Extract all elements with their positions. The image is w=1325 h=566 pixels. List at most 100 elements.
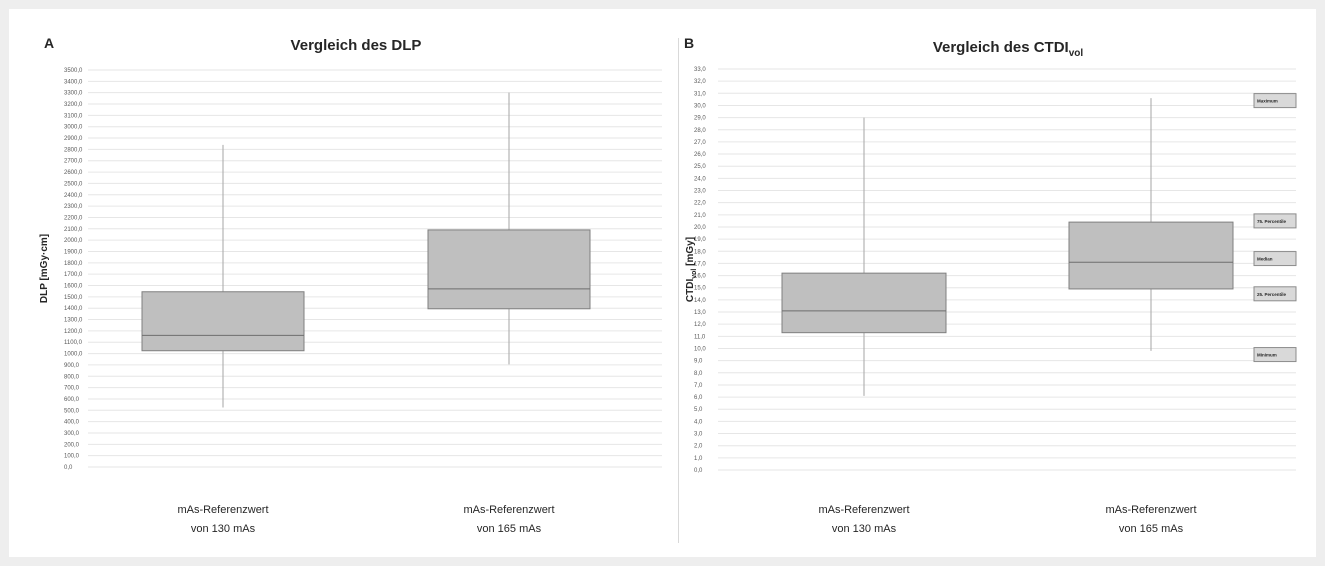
y-tick-label: 1,0 [694, 456, 703, 462]
x-category-label-line2: von 165 mAs [1119, 523, 1184, 535]
legend-label: 75. Percentile [1257, 219, 1287, 224]
y-tick-label: 1800,0 [64, 261, 83, 267]
y-tick-label: 200,0 [64, 442, 80, 448]
chart-title: Vergleich des CTDIvol [933, 39, 1084, 59]
y-tick-label: 2200,0 [64, 215, 83, 221]
chart-title-subscript: vol [1069, 48, 1084, 59]
y-tick-label: 300,0 [64, 431, 80, 437]
y-tick-label: 10,0 [694, 346, 706, 352]
y-tick-label: 20,0 [694, 225, 706, 231]
y-axis-label-text: CTDI [685, 279, 696, 303]
y-tick-label: 23,0 [694, 189, 706, 195]
box-iqr [141, 291, 305, 352]
y-tick-label: 2000,0 [64, 238, 83, 244]
y-tick-label: 3500,0 [64, 68, 83, 74]
y-tick-label: 0,0 [694, 468, 703, 474]
chart-title: Vergleich des DLP [291, 37, 422, 54]
x-category-label-line1: mAs-Referenzwert [177, 504, 268, 516]
chart-title-text: Vergleich des DLP [291, 37, 422, 54]
y-tick-label: 11,0 [694, 334, 706, 340]
legend-label: 25. Percentile [1257, 292, 1287, 297]
y-tick-label: 21,0 [694, 213, 706, 219]
y-tick-label: 2600,0 [64, 170, 83, 176]
y-tick-label: 0,0 [64, 465, 73, 471]
y-tick-label: 18,0 [694, 249, 706, 255]
y-tick-label: 12,0 [694, 322, 706, 328]
legend-label: Median [1257, 257, 1273, 262]
y-tick-label: 33,0 [694, 67, 706, 73]
y-tick-label: 25,0 [694, 164, 706, 170]
y-axis-label-subscript: vol [691, 269, 698, 279]
y-tick-label: 31,0 [694, 91, 706, 97]
y-tick-label: 17,0 [694, 261, 706, 267]
x-category-label-line1: mAs-Referenzwert [463, 504, 554, 516]
y-tick-label: 9,0 [694, 359, 703, 365]
y-tick-label: 5,0 [694, 407, 703, 413]
y-tick-label: 500,0 [64, 408, 80, 414]
y-tick-label: 19,0 [694, 237, 706, 243]
legend-label: Minimum [1257, 353, 1277, 358]
box-iqr [427, 229, 591, 310]
y-tick-label: 3300,0 [64, 91, 83, 97]
y-tick-label: 29,0 [694, 116, 706, 122]
y-tick-label: 14,0 [694, 298, 706, 304]
y-tick-label: 2400,0 [64, 193, 83, 199]
y-tick-label: 26,0 [694, 152, 706, 158]
y-tick-label: 7,0 [694, 383, 703, 389]
legend-label-box [1253, 213, 1297, 229]
panel-label: B [684, 35, 694, 51]
x-category-label-line2: von 130 mAs [191, 523, 256, 535]
y-tick-label: 1500,0 [64, 295, 83, 301]
y-tick-label: 3100,0 [64, 113, 83, 119]
y-axis-label: DLP [mGy·cm] [39, 234, 50, 303]
y-tick-label: 2300,0 [64, 204, 83, 210]
y-tick-label: 4,0 [694, 419, 703, 425]
y-tick-label: 27,0 [694, 140, 706, 146]
chart-title-text: Vergleich des CTDI [933, 39, 1069, 56]
box-iqr [1068, 221, 1234, 290]
y-tick-label: 400,0 [64, 420, 80, 426]
y-tick-label: 8,0 [694, 371, 703, 377]
y-tick-label: 13,0 [694, 310, 706, 316]
y-tick-label: 1000,0 [64, 352, 83, 358]
y-tick-label: 15,0 [694, 286, 706, 292]
y-tick-label: 600,0 [64, 397, 80, 403]
y-tick-label: 2100,0 [64, 227, 83, 233]
legend-label: Maximum [1257, 99, 1278, 104]
y-tick-label: 22,0 [694, 201, 706, 207]
y-tick-label: 900,0 [64, 363, 80, 369]
y-tick-label: 2900,0 [64, 136, 83, 142]
x-category-label-line1: mAs-Referenzwert [818, 504, 909, 516]
legend-label-box [1253, 93, 1297, 109]
y-tick-label: 1400,0 [64, 306, 83, 312]
y-tick-label: 1900,0 [64, 249, 83, 255]
y-tick-label: 700,0 [64, 386, 80, 392]
y-tick-label: 1100,0 [64, 340, 83, 346]
y-axis-label-text: DLP [mGy·cm] [39, 234, 50, 303]
y-tick-label: 3000,0 [64, 125, 83, 131]
legend-label-box [1253, 286, 1297, 302]
y-tick-label: 2700,0 [64, 159, 83, 165]
y-tick-label: 30,0 [694, 103, 706, 109]
panel-divider [678, 38, 679, 543]
y-tick-label: 2800,0 [64, 147, 83, 153]
y-tick-label: 1200,0 [64, 329, 83, 335]
y-tick-label: 100,0 [64, 454, 80, 460]
chart-panel-a: 0,0 100,0 200,0 300,0 400,0 500,0 600,0 700,0 80… [39, 35, 662, 535]
y-tick-label: 800,0 [64, 374, 80, 380]
legend-label-box [1253, 251, 1297, 267]
chart-panel-b: 0,0 1,0 2,0 3,0 4,0 5,0 6,0 7,0 8,0 9,0 10,0 11,0 12… [684, 35, 1297, 535]
legend-label-box [1253, 347, 1297, 363]
y-axis-label-unit: [mGy] [685, 237, 696, 269]
y-tick-label: 2500,0 [64, 181, 83, 187]
x-category-label-line1: mAs-Referenzwert [1105, 504, 1196, 516]
y-tick-label: 6,0 [694, 395, 703, 401]
y-tick-label: 3,0 [694, 432, 703, 438]
y-tick-label: 3400,0 [64, 79, 83, 85]
y-tick-label: 3200,0 [64, 102, 83, 108]
y-tick-label: 1600,0 [64, 284, 83, 290]
x-category-label-line2: von 130 mAs [832, 523, 897, 535]
y-tick-label: 16,0 [694, 274, 706, 280]
panel-label: A [44, 35, 54, 51]
